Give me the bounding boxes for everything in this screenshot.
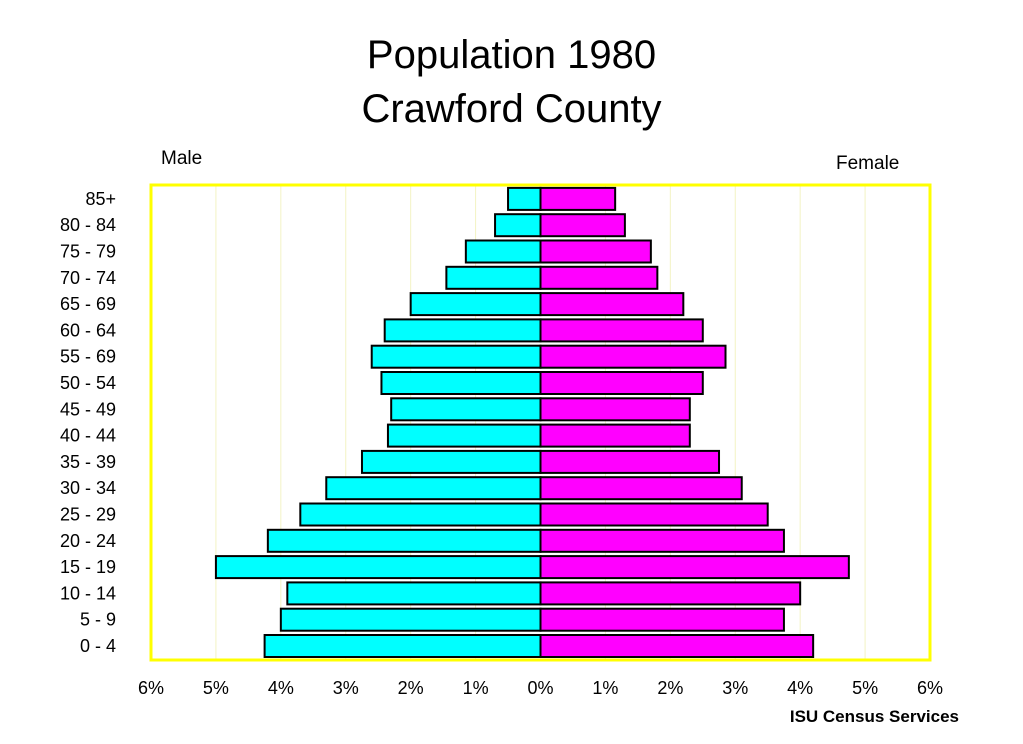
age-group-labels: 0 - 4 5 - 9 10 - 14 15 - 19 20 - 24 25 - 29 30…	[60, 189, 116, 656]
male-bar	[263, 634, 542, 658]
female-bar	[539, 318, 704, 343]
age-group-label: 35 - 39	[60, 452, 116, 472]
bars	[214, 186, 850, 658]
male-bar	[299, 502, 542, 527]
age-group-label: 60 - 64	[60, 320, 116, 340]
age-group-label: 30 - 34	[60, 478, 116, 498]
male-bar	[286, 581, 542, 606]
age-group-label: 65 - 69	[60, 294, 116, 314]
plot-frame	[149, 183, 932, 662]
female-bar	[539, 449, 721, 474]
age-group-label: 15 - 19	[60, 557, 116, 577]
male-bar	[279, 607, 542, 632]
female-bar	[539, 397, 691, 422]
x-tick-label: 6%	[138, 678, 164, 698]
male-bar	[507, 186, 542, 211]
age-group-label: 55 - 69	[60, 347, 116, 367]
female-label: Female	[836, 153, 900, 174]
female-bar	[539, 292, 685, 317]
x-tick-label: 2%	[398, 678, 424, 698]
age-group-label: 80 - 84	[60, 215, 116, 235]
male-bar	[214, 555, 542, 580]
x-tick-label: 4%	[268, 678, 294, 698]
age-group-label: 45 - 49	[60, 399, 116, 419]
x-tick-label: 6%	[917, 678, 943, 698]
male-bar	[409, 292, 542, 317]
age-group-label: 10 - 14	[60, 583, 116, 603]
chart-title-line-2: Crawford County	[361, 87, 662, 131]
male-bar	[445, 265, 542, 290]
male-bar	[383, 318, 542, 343]
age-group-label: 25 - 29	[60, 505, 116, 525]
female-bar	[539, 186, 617, 211]
female-bar	[539, 423, 691, 448]
male-bar	[386, 423, 542, 448]
x-tick-label: 3%	[333, 678, 359, 698]
x-tick-label: 2%	[657, 678, 683, 698]
female-bar	[539, 344, 727, 369]
x-tick-label: 5%	[852, 678, 878, 698]
x-tick-labels: 6% 5% 4% 3% 2% 1% 0% 1% 2% 3% 4% 5% 6%	[138, 678, 943, 698]
age-group-label: 0 - 4	[80, 636, 116, 656]
source-credit: ISU Census Services	[789, 707, 959, 726]
x-tick-label: 1%	[592, 678, 618, 698]
chart-title-line-1: Population 1980	[366, 33, 657, 77]
female-bar	[539, 265, 659, 290]
x-tick-label: 4%	[787, 678, 813, 698]
female-bar	[539, 528, 785, 553]
male-bar	[390, 397, 542, 422]
female-bar	[539, 607, 785, 632]
age-group-label: 5 - 9	[80, 610, 116, 630]
age-group-label: 70 - 74	[60, 268, 116, 288]
grid-lines	[215, 185, 866, 660]
female-bar	[539, 502, 769, 527]
male-bar	[266, 528, 542, 553]
male-bar	[370, 344, 542, 369]
male-label: Male	[161, 148, 203, 169]
male-bar	[464, 239, 542, 264]
age-group-label: 50 - 54	[60, 373, 116, 393]
male-bar	[494, 213, 542, 238]
x-tick-label: 0%	[527, 678, 553, 698]
female-bar	[539, 634, 815, 658]
age-group-label: 85+	[85, 189, 116, 209]
male-bar	[380, 371, 542, 395]
female-bar	[539, 555, 850, 580]
age-group-label: 20 - 24	[60, 531, 116, 551]
female-bar	[539, 581, 802, 606]
female-bar	[539, 213, 626, 238]
female-bar	[539, 476, 743, 501]
age-group-label: 75 - 79	[60, 242, 116, 262]
x-tick-label: 5%	[203, 678, 229, 698]
female-bar	[539, 371, 704, 395]
female-bar	[539, 239, 652, 264]
x-tick-label: 3%	[722, 678, 748, 698]
male-bar	[325, 476, 542, 501]
age-group-label: 40 - 44	[60, 426, 116, 446]
male-bar	[360, 449, 542, 474]
x-tick-label: 1%	[463, 678, 489, 698]
